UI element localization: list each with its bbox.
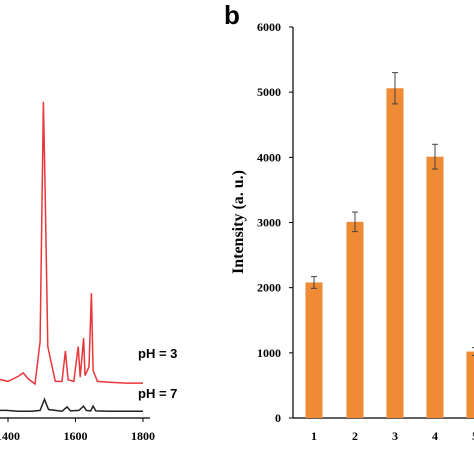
bar-1: [305, 282, 323, 418]
bar-x-tick-label: 5: [472, 429, 474, 443]
bar-y-tick-label: 4000: [257, 150, 281, 164]
ph3-annotation: pH = 3: [138, 346, 177, 361]
bar-y-tick-label: 6000: [257, 20, 281, 34]
panel-label-b: b: [224, 0, 240, 30]
bar-x-tick-label: 3: [392, 429, 398, 443]
spectra-x-tick-label: 1800: [131, 429, 155, 443]
bar-x-ticks: 1 2 3 4 5: [311, 429, 474, 443]
bar-y-tick-label: 5000: [257, 85, 281, 99]
bar-y-ticks: 0 1000 2000 3000 4000 5000 6000: [257, 20, 293, 425]
bar-2: [346, 221, 364, 418]
spectra-x-ticks: 1400 1600 1800: [0, 418, 155, 443]
bar-x-tick-label: 2: [352, 429, 358, 443]
bars: [305, 72, 474, 419]
spectrum-line-0: [0, 101, 143, 386]
spectra-panel: 1400 1600 1800 pH = 3 pH = 7: [0, 101, 177, 443]
bar-y-tick-label: 2000: [257, 281, 281, 295]
bar-y-tick-label: 0: [275, 411, 281, 425]
bar-5: [466, 351, 474, 418]
bar-3: [386, 88, 404, 419]
bar-x-tick-label: 4: [432, 429, 438, 443]
spectra-x-tick-label: 1400: [0, 429, 20, 443]
bar-y-axis-label: Intensity (a. u.): [230, 170, 247, 274]
bar-y-tick-label: 3000: [257, 216, 281, 230]
ph7-annotation: pH = 7: [138, 386, 177, 401]
bar-y-tick-label: 1000: [257, 346, 281, 360]
bar-x-tick-label: 1: [311, 429, 317, 443]
bar-panel: b Intensity (a. u.) 0 1000 2000 3000 4000 500…: [224, 0, 474, 443]
spectra-x-tick-label: 1600: [64, 429, 88, 443]
spectra-lines: [0, 101, 143, 412]
bar-4: [426, 156, 444, 418]
spectrum-line-1: [0, 397, 143, 412]
